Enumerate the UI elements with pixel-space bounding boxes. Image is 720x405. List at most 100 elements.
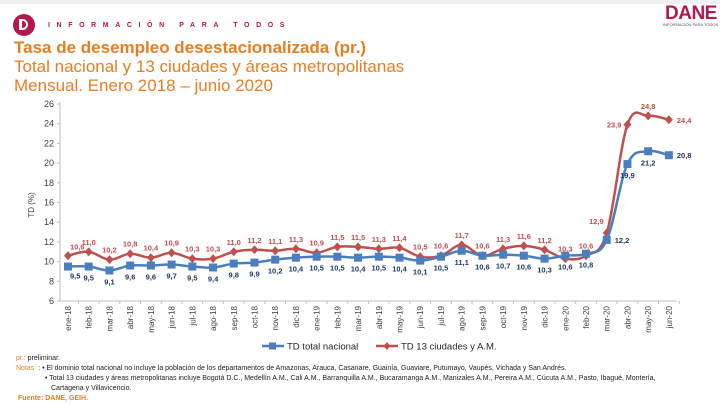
data-point-total-nacional xyxy=(354,253,363,262)
x-tick-label: mar-18 xyxy=(105,305,114,331)
data-label-13-ciudades: 11,2 xyxy=(537,236,551,245)
x-tick-label: dic-19 xyxy=(541,305,550,327)
data-label-total-nacional: 19,9 xyxy=(620,171,635,180)
data-label-13-ciudades: 12,9 xyxy=(589,217,604,226)
data-label-13-ciudades: 11,0 xyxy=(227,238,241,247)
data-label-13-ciudades: 11,3 xyxy=(496,235,510,244)
data-label-total-nacional: 10,5 xyxy=(309,264,324,273)
data-point-total-nacional xyxy=(312,252,321,261)
source-note: Fuente: DANE, GEIH. xyxy=(18,395,89,402)
data-point-total-nacional xyxy=(623,160,632,169)
data-point-13-ciudades xyxy=(126,249,135,259)
data-point-13-ciudades xyxy=(623,120,632,130)
x-tick-label: jun-20 xyxy=(665,305,674,329)
data-point-total-nacional xyxy=(146,261,155,270)
data-point-13-ciudades xyxy=(354,242,363,252)
data-label-13-ciudades: 11,1 xyxy=(268,237,282,246)
data-label-13-ciudades: 10,9 xyxy=(309,239,324,248)
data-point-13-ciudades xyxy=(146,253,155,263)
x-tick-label: oct-19 xyxy=(499,305,508,328)
note-2: • Total 13 ciudades y áreas metropolitan… xyxy=(45,375,656,382)
data-label-total-nacional: 9,6 xyxy=(146,273,156,282)
x-tick-label: ago-19 xyxy=(458,305,467,330)
data-point-13-ciudades xyxy=(664,115,673,125)
data-point-total-nacional xyxy=(167,260,176,269)
dane-logo-icon xyxy=(13,14,35,36)
x-tick-label: jun-19 xyxy=(416,305,425,329)
data-label-13-ciudades: 24,4 xyxy=(677,116,692,125)
data-point-13-ciudades xyxy=(64,251,72,261)
y-tick-label: 16 xyxy=(44,198,54,208)
top-bar xyxy=(0,0,720,4)
data-label-13-ciudades: 10,5 xyxy=(413,243,428,252)
x-tick-label: dic-18 xyxy=(292,305,301,327)
data-point-13-ciudades xyxy=(209,254,218,264)
y-tick-label: 26 xyxy=(44,99,54,109)
y-tick-label: 10 xyxy=(44,257,54,267)
note-preliminary: pr.: preliminar. xyxy=(16,355,60,362)
data-label-13-ciudades: 11,3 xyxy=(372,235,386,244)
x-tick-label: ene-20 xyxy=(561,305,570,330)
data-point-total-nacional xyxy=(229,259,238,268)
data-label-total-nacional: 10,4 xyxy=(351,265,366,274)
chart-subtitle: Total nacional y 13 ciudades y áreas met… xyxy=(14,57,405,76)
x-tick-label: feb-18 xyxy=(85,305,94,328)
y-tick-label: 14 xyxy=(44,217,54,227)
data-point-total-nacional xyxy=(188,262,197,271)
data-label-13-ciudades: 11,4 xyxy=(392,234,407,243)
x-tick-label: nov-18 xyxy=(271,305,280,330)
data-point-total-nacional xyxy=(436,252,445,261)
data-label-total-nacional: 9,7 xyxy=(166,272,176,281)
x-tick-label: jul-19 xyxy=(437,305,446,326)
tagline: INFORMACIÓN PARA TODOS xyxy=(48,22,292,29)
data-label-total-nacional: 9,4 xyxy=(208,275,219,284)
data-point-total-nacional xyxy=(209,263,218,272)
data-label-total-nacional: 9,6 xyxy=(125,273,135,282)
data-label-13-ciudades: 10,8 xyxy=(123,240,138,249)
data-label-13-ciudades: 10,6 xyxy=(475,242,490,251)
pr-label: pr.: xyxy=(16,355,26,362)
data-label-13-ciudades: 11,3 xyxy=(289,235,303,244)
legend-label-13-ciudades: TD 13 ciudades y A.M. xyxy=(401,342,497,353)
data-label-13-ciudades: 10,3 xyxy=(185,245,200,254)
note-3: Cartagena y Villavicencio. xyxy=(51,385,132,392)
x-tick-label: ene-18 xyxy=(64,305,73,330)
data-label-total-nacional: 10,4 xyxy=(289,265,304,274)
x-tick-label: feb-20 xyxy=(582,305,591,328)
data-point-total-nacional xyxy=(105,266,114,275)
chart-period: Mensual. Enero 2018 – junio 2020 xyxy=(14,76,273,95)
x-tick-label: ene-19 xyxy=(313,305,322,330)
x-tick-label: abr-20 xyxy=(623,305,632,329)
data-label-total-nacional: 10,8 xyxy=(579,261,594,270)
x-tick-label: feb-19 xyxy=(333,305,342,328)
data-point-total-nacional xyxy=(333,252,342,261)
data-point-total-nacional xyxy=(84,262,93,271)
data-point-total-nacional xyxy=(291,253,300,262)
data-label-total-nacional: 10,5 xyxy=(371,264,386,273)
y-axis-title: TD (%) xyxy=(27,192,36,218)
data-point-13-ciudades xyxy=(374,244,383,254)
data-point-total-nacional xyxy=(664,151,673,160)
dane-brand-subtitle: INFORMACIÓN PARA TODOS xyxy=(663,22,719,27)
dane-brand: DANE xyxy=(665,3,717,24)
data-point-total-nacional xyxy=(416,256,425,265)
data-label-13-ciudades: 11,2 xyxy=(247,236,261,245)
data-label-13-ciudades: 24,8 xyxy=(641,102,656,111)
y-tick-label: 12 xyxy=(44,237,54,247)
x-tick-label: mar-20 xyxy=(603,305,612,331)
data-point-13-ciudades xyxy=(644,111,653,121)
data-point-total-nacional xyxy=(250,258,259,267)
y-tick-label: 20 xyxy=(44,158,54,168)
data-label-13-ciudades: 11,5 xyxy=(330,233,344,242)
data-label-total-nacional: 9,1 xyxy=(104,277,114,286)
data-point-total-nacional xyxy=(540,254,549,263)
notes-label: Notas: xyxy=(16,365,37,372)
data-label-13-ciudades: 11,5 xyxy=(351,233,365,242)
data-point-13-ciudades xyxy=(395,243,404,253)
data-label-total-nacional: 10,4 xyxy=(392,265,407,274)
y-tick-label: 22 xyxy=(44,138,54,148)
y-tick-label: 24 xyxy=(44,119,54,129)
data-point-total-nacional xyxy=(126,261,135,270)
pr-text: preliminar. xyxy=(25,355,60,362)
